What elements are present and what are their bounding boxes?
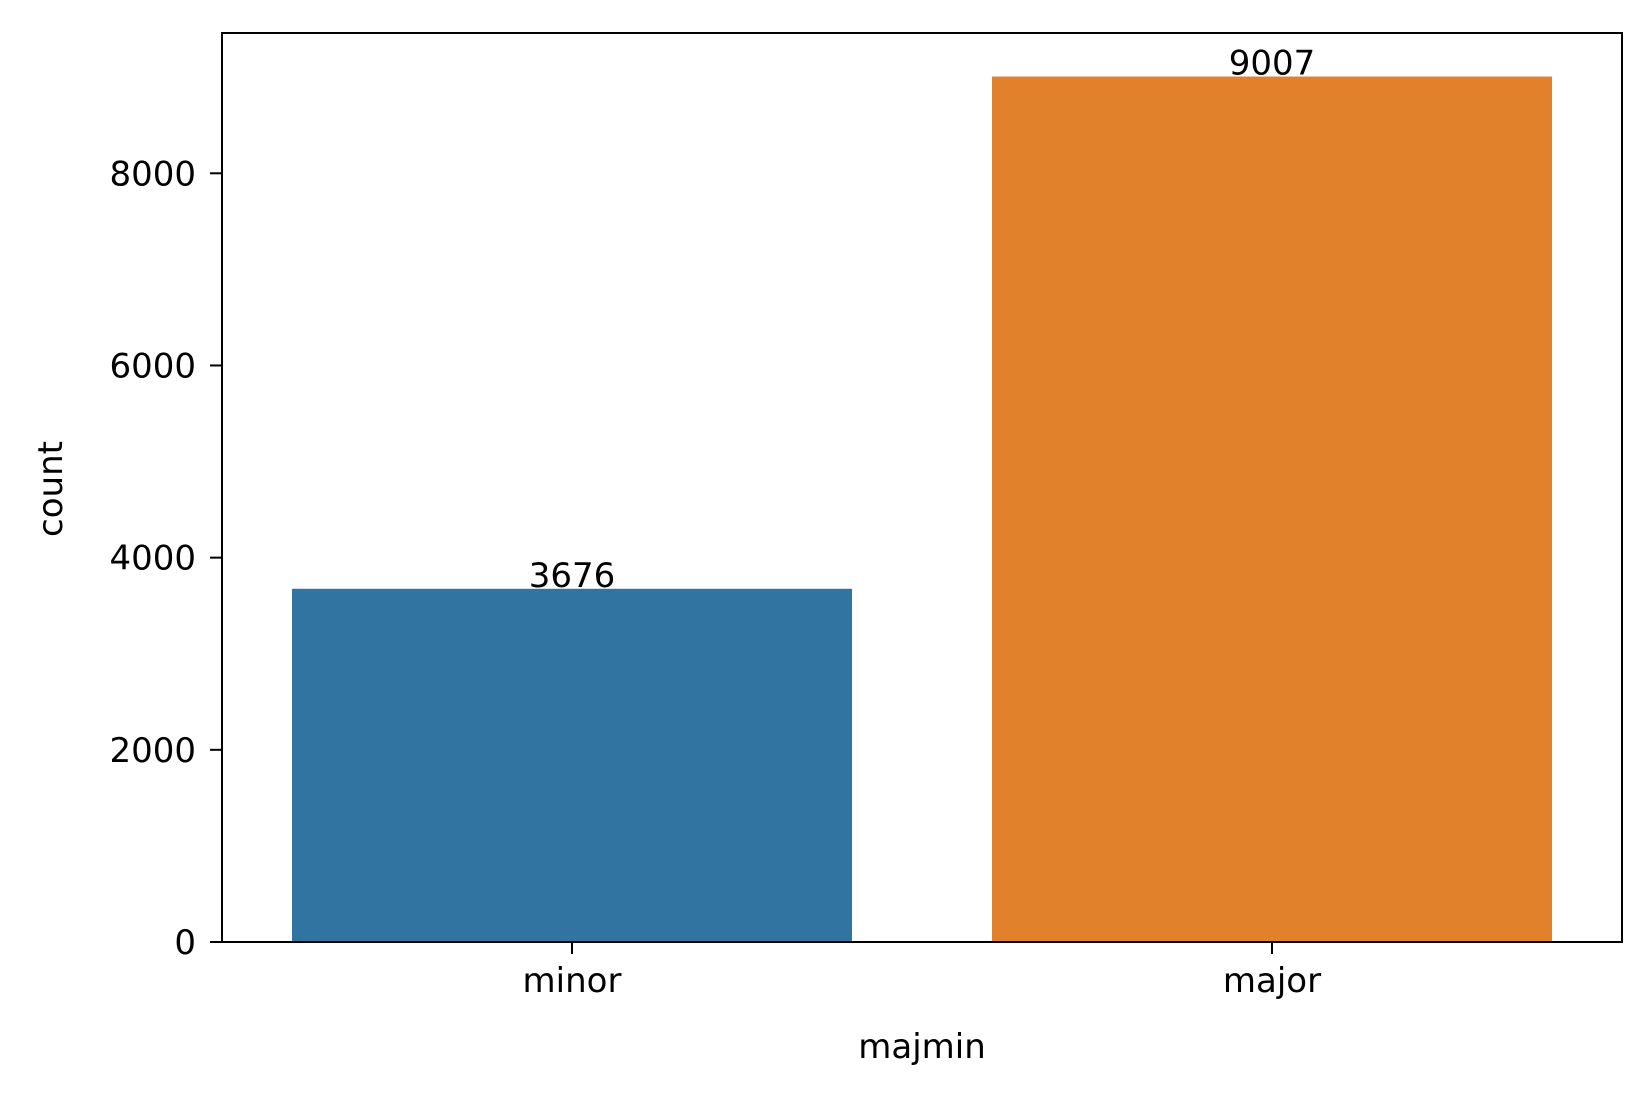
y-tick-label-6000: 6000 xyxy=(109,346,196,386)
plot-frame xyxy=(221,32,1623,943)
x-axis-title: majmin xyxy=(858,1027,986,1067)
data-label-major: 9007 xyxy=(1229,44,1316,84)
x-tick-label-major: major xyxy=(1223,961,1321,1001)
bars-group xyxy=(292,76,1552,943)
x-tick-label-minor: minor xyxy=(523,961,622,1001)
bar-minor xyxy=(292,588,852,942)
x-axis: minor major xyxy=(523,942,1321,1001)
y-tick-label-4000: 4000 xyxy=(109,539,196,579)
bar-major xyxy=(992,76,1552,943)
y-tick-label-0: 0 xyxy=(174,923,196,963)
y-axis-title: count xyxy=(31,441,71,537)
data-label-minor: 3676 xyxy=(529,556,616,596)
data-labels-group: 3676 9007 xyxy=(529,44,1316,596)
y-axis: 0 2000 4000 6000 8000 xyxy=(109,154,222,963)
y-tick-label-8000: 8000 xyxy=(109,154,196,194)
y-tick-label-2000: 2000 xyxy=(109,731,196,771)
